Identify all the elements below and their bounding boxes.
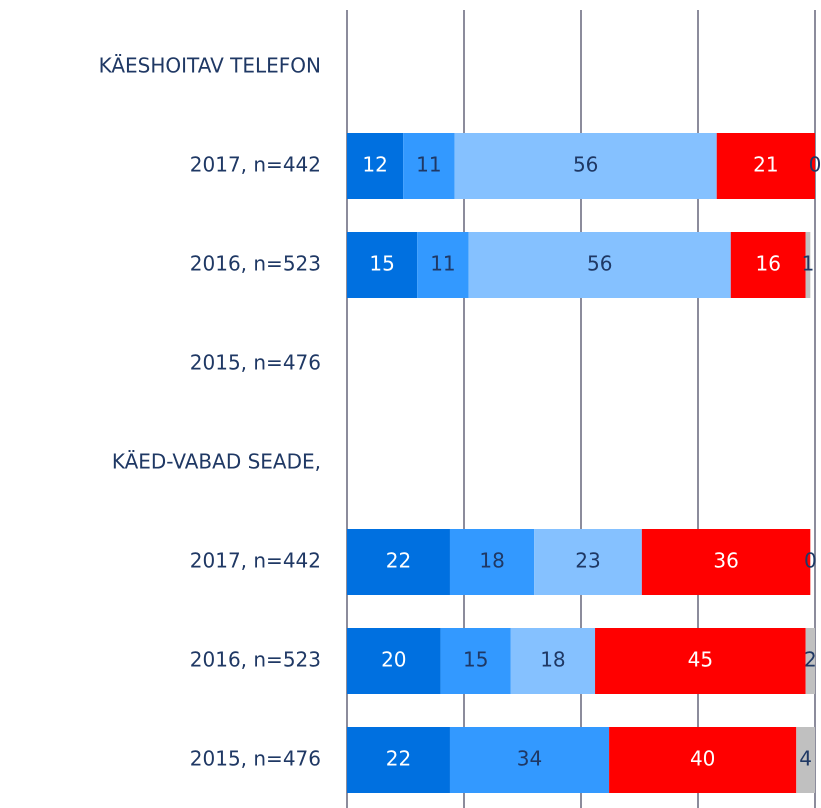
bar-segment — [595, 628, 806, 694]
value-label: 0 — [804, 549, 817, 573]
value-label: 34 — [517, 747, 542, 771]
bar-segment — [805, 628, 815, 694]
category-label: 2017, n=442 — [190, 549, 321, 573]
value-label: 18 — [540, 648, 565, 672]
value-label: 22 — [386, 549, 411, 573]
value-label: 16 — [755, 252, 780, 276]
bar-segment — [468, 232, 731, 298]
category-label: 2016, n=523 — [190, 648, 321, 672]
value-label: 21 — [753, 153, 778, 177]
bar-segment — [534, 529, 642, 595]
bar-segment — [805, 232, 811, 298]
bar-segment — [347, 133, 404, 199]
bar-segment — [449, 727, 610, 793]
bar-segment — [440, 628, 511, 694]
value-label: 23 — [575, 549, 600, 573]
value-label: 56 — [587, 252, 612, 276]
bar-segment — [403, 133, 455, 199]
value-label: 12 — [362, 153, 387, 177]
bar-segment — [347, 628, 441, 694]
bar-segment — [510, 628, 596, 694]
category-label: 2015, n=476 — [190, 351, 321, 375]
value-label: 20 — [381, 648, 406, 672]
value-label: 11 — [416, 153, 441, 177]
bar-segment — [347, 727, 450, 793]
bar-segment — [454, 133, 717, 199]
bar-segment — [716, 133, 815, 199]
bar-segment — [449, 529, 535, 595]
value-label: 2 — [804, 648, 817, 672]
bar-segment — [609, 727, 797, 793]
category-label: 2015, n=476 — [190, 747, 321, 771]
value-label: 40 — [690, 747, 715, 771]
value-label: 11 — [430, 252, 455, 276]
value-label: 15 — [463, 648, 488, 672]
value-label: 18 — [479, 549, 504, 573]
bar-segment — [347, 232, 418, 298]
bar-segment — [417, 232, 469, 298]
bar-segment — [730, 232, 806, 298]
bar-segment — [347, 529, 450, 595]
value-label: 22 — [386, 747, 411, 771]
category-label: 2016, n=523 — [190, 252, 321, 276]
value-label: 0 — [809, 153, 821, 177]
value-label: 1 — [802, 252, 815, 276]
value-label: 4 — [799, 747, 812, 771]
value-label: 56 — [573, 153, 598, 177]
category-label: KÄESHOITAV TELEFON — [99, 54, 321, 78]
category-label: KÄED-VABAD SEADE, — [112, 450, 321, 474]
value-label: 36 — [713, 549, 738, 573]
bar-segment — [796, 727, 815, 793]
category-label: 2017, n=442 — [190, 153, 321, 177]
value-label: 45 — [688, 648, 713, 672]
value-label: 15 — [369, 252, 394, 276]
bar-segment — [641, 529, 811, 595]
